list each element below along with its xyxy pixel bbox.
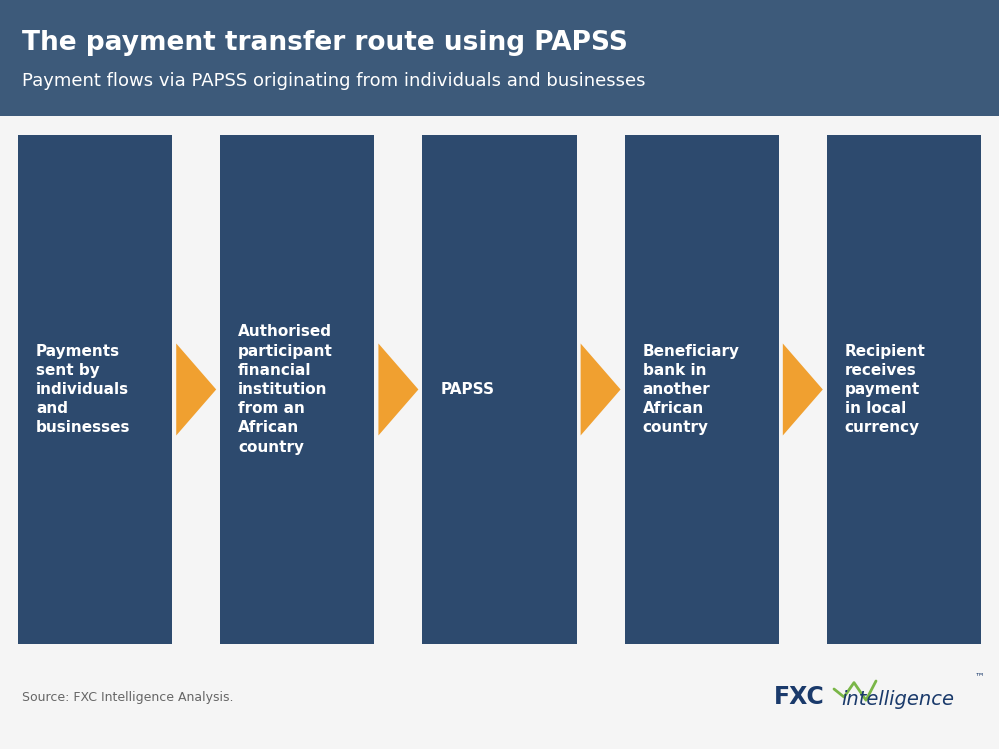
Polygon shape xyxy=(580,344,620,435)
Text: Recipient
receives
payment
in local
currency: Recipient receives payment in local curr… xyxy=(845,344,926,435)
Text: Payments
sent by
individuals
and
businesses: Payments sent by individuals and busines… xyxy=(36,344,131,435)
Bar xyxy=(18,135,172,644)
Bar xyxy=(0,0,999,116)
Bar xyxy=(423,135,576,644)
Text: Payment flows via PAPSS originating from individuals and businesses: Payment flows via PAPSS originating from… xyxy=(22,72,645,90)
Text: intelligence: intelligence xyxy=(841,690,954,709)
Bar xyxy=(827,135,981,644)
Text: ™: ™ xyxy=(975,671,985,681)
Text: FXC: FXC xyxy=(774,685,825,709)
Polygon shape xyxy=(379,344,419,435)
Polygon shape xyxy=(176,344,216,435)
Text: Beneficiary
bank in
another
African
country: Beneficiary bank in another African coun… xyxy=(642,344,739,435)
Bar xyxy=(624,135,779,644)
Polygon shape xyxy=(783,344,823,435)
Text: Authorised
participant
financial
institution
from an
African
country: Authorised participant financial institu… xyxy=(238,324,333,455)
Text: Source: FXC Intelligence Analysis.: Source: FXC Intelligence Analysis. xyxy=(22,691,234,704)
Text: The payment transfer route using PAPSS: The payment transfer route using PAPSS xyxy=(22,30,628,56)
Bar xyxy=(220,135,375,644)
Text: PAPSS: PAPSS xyxy=(441,382,495,397)
